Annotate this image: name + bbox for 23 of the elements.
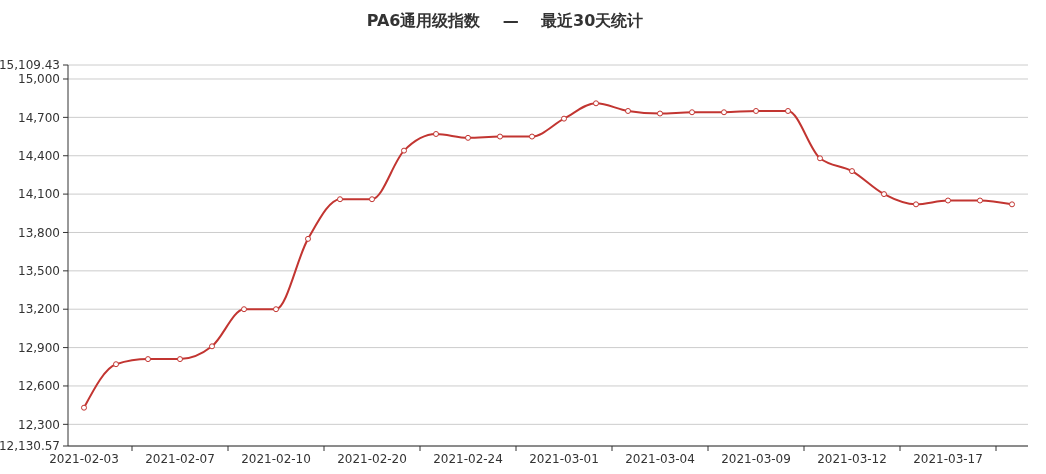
y-tick-label: 15,109.43 <box>0 58 60 73</box>
chart-title: PA6通用级指数 — 最近30天统计 <box>366 11 644 30</box>
y-tick-label: 14,700 <box>18 110 60 125</box>
x-tick-label: 2021-03-09 <box>721 452 791 466</box>
y-tick-label: 15,000 <box>18 72 60 87</box>
y-tick-label: 13,800 <box>18 225 60 240</box>
y-tick-label: 12,130.57 <box>0 439 60 454</box>
y-tick-label: 12,600 <box>18 379 60 394</box>
x-tick-label: 2021-02-24 <box>433 452 503 466</box>
y-tick-label: 13,500 <box>18 264 60 279</box>
x-tick-label: 2021-03-12 <box>817 452 887 466</box>
x-tick-label: 2021-03-01 <box>529 452 599 466</box>
x-tick-label: 2021-02-03 <box>49 452 119 466</box>
x-tick-label: 2021-02-10 <box>241 452 311 466</box>
x-tick-label: 2021-02-20 <box>337 452 407 466</box>
y-tick-label: 14,100 <box>18 187 60 202</box>
y-tick-label: 13,200 <box>18 302 60 317</box>
x-tick-label: 2021-03-17 <box>913 452 983 466</box>
y-tick-label: 14,400 <box>18 148 60 163</box>
x-tick-label: 2021-02-07 <box>145 452 215 466</box>
x-tick-label: 2021-03-04 <box>625 452 695 466</box>
y-tick-label: 12,900 <box>18 340 60 355</box>
y-tick-label: 12,300 <box>18 417 60 432</box>
